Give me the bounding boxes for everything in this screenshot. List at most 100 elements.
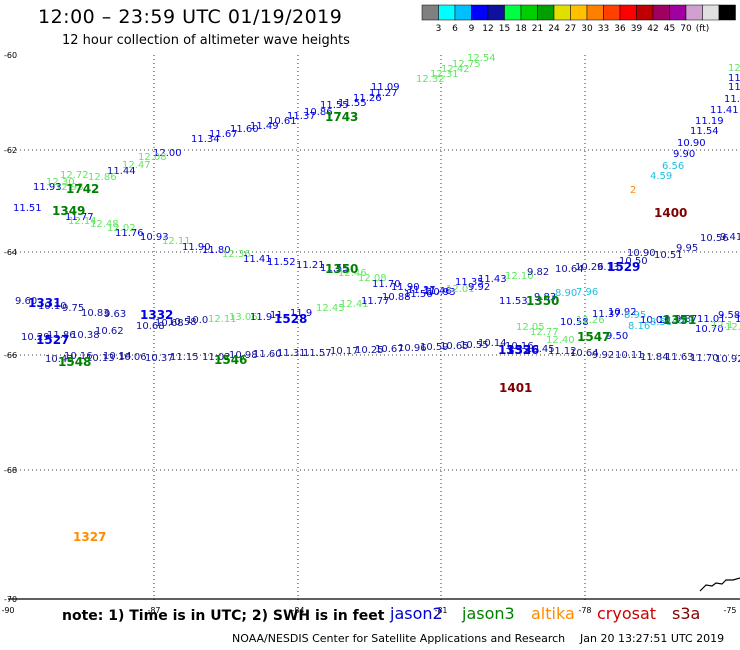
wave-height-label: 10.14 — [478, 338, 507, 349]
wave-height-label: 10.13 — [86, 353, 115, 364]
colorbar-swatch — [471, 4, 489, 21]
wave-height-label: 10.59 — [420, 342, 449, 353]
time-label: 1527 — [36, 333, 69, 347]
wave-height-label: 10.0 — [186, 315, 208, 326]
lat-label: -62 — [4, 146, 17, 155]
lon-label: -78 — [578, 606, 591, 615]
axis-labels: -60 -62 -64 -66 -68 -70 -90 -87 -84 -81 -78 -75 — [1, 51, 736, 615]
wave-height-label: 10.93 — [140, 232, 169, 243]
wave-height-label: 12.48 — [728, 63, 740, 74]
time-label: 1400 — [654, 206, 687, 220]
wave-height-label: 12.26 — [576, 315, 605, 326]
wave-height-label: 10.11 — [615, 350, 644, 361]
lat-label: -60 — [4, 51, 17, 60]
colorbar-swatch — [652, 4, 670, 21]
lon-label: -84 — [291, 606, 304, 615]
wave-height-label: 11.93 — [33, 182, 62, 193]
wave-height-label: 9.90 — [673, 149, 695, 160]
wave-height-label: 11.88 — [728, 73, 740, 84]
wave-height-label: 12.42 — [441, 64, 470, 75]
time-label: 1332 — [140, 308, 173, 322]
wave-height-label: 10.14 — [103, 351, 132, 362]
wave-height-label: 11.90 — [391, 282, 420, 293]
wave-height-label: 11.84 — [640, 352, 669, 363]
wave-height-label: 12.45 — [316, 303, 345, 314]
wave-height-label: 11.60 — [253, 349, 282, 360]
colorbar-swatch — [603, 4, 621, 21]
wave-height-label: 12.1 — [711, 320, 733, 331]
wave-height-label: 10.92 — [715, 354, 740, 365]
wave-height-label: 11.41 — [710, 105, 739, 116]
wave-height-label: 9.63 — [104, 309, 126, 320]
wave-height-label: 12.46 — [338, 268, 367, 279]
wave-height-label: 10.90 — [677, 138, 706, 149]
wave-height-label: 12.40 — [546, 335, 575, 346]
wave-height-label: 10.68 — [155, 318, 184, 329]
wave-height-label: 11.55 — [320, 263, 349, 274]
satellite-legend-jason2: jason2 — [390, 604, 443, 623]
wave-height-label: 10.98 — [229, 350, 258, 361]
wave-height-label: 11.55 — [320, 100, 349, 111]
wave-height-label: 10.55 — [460, 340, 489, 351]
wave-height-label: 11.37 — [407, 285, 436, 296]
time-label: 1350 — [325, 262, 358, 276]
wave-height-label: 10.68 — [136, 321, 165, 332]
satellite-legend-cryosat: cryosat — [597, 604, 657, 623]
wave-height-label: 11.56 — [404, 289, 433, 300]
wave-height-label: 10.16 — [505, 341, 534, 352]
wave-height-label: 10.61 — [268, 116, 297, 127]
wave-height-label: 10.56 — [700, 233, 729, 244]
wave-height-label: 9.83 — [534, 292, 556, 303]
wave-height-label: 12.08 — [138, 152, 167, 163]
wave-height-label: 10.67 — [375, 344, 404, 355]
colorbar-swatch — [718, 4, 736, 21]
wave-height-label: 10.58 — [168, 317, 197, 328]
lon-label: -75 — [723, 606, 736, 615]
time-label: 1529 — [607, 260, 640, 274]
colorbar-tick-label: 24 — [548, 24, 560, 34]
wave-height-label: 12.01 — [446, 284, 475, 295]
colorbar-swatch — [454, 4, 472, 21]
wave-height-label: 10.03 — [640, 315, 669, 326]
wave-height-label: 11.15 — [170, 352, 199, 363]
time-label: 1548 — [58, 355, 91, 369]
coastline — [699, 577, 740, 592]
time-label: 1333 — [498, 343, 531, 357]
colorbar-swatch — [438, 4, 456, 21]
wave-height-label: 10.29 — [21, 332, 50, 343]
time-label: 1401 — [499, 381, 532, 395]
satellite-legend-jason3: jason3 — [462, 604, 515, 623]
time-label: 1546 — [214, 353, 247, 367]
time-label: 1349 — [52, 204, 85, 218]
wave-height-label: 4.59 — [650, 171, 672, 182]
wave-height-label: 12.11 — [208, 314, 237, 325]
colorbar-tick-label: 12 — [482, 24, 493, 34]
time-labels: 1743 1742 1349 1350 1331 1332 1527 1528 1548 1546… — [28, 110, 696, 544]
wave-height-label: 11.80 — [202, 245, 231, 256]
wave-height-label: 12.02 — [107, 223, 136, 234]
wave-height-label: 11.35 — [455, 277, 484, 288]
lat-label: -70 — [4, 595, 17, 604]
time-label: 1327 — [73, 530, 106, 544]
colorbar-tick-label: 18 — [515, 24, 527, 34]
colorbar-swatch — [669, 4, 687, 21]
wave-height-label: 10.43 — [45, 354, 74, 365]
wave-height-label: 12.71 — [725, 322, 740, 333]
wave-height-label: 11.22 — [724, 94, 740, 105]
wave-height-label: 11.21 — [296, 260, 325, 271]
wave-height-label: 10.16 — [64, 351, 93, 362]
wave-height-label: 10.17 — [330, 346, 359, 357]
wave-height-label: 12.72 — [60, 170, 89, 181]
wave-height-label: 12.47 — [122, 160, 151, 171]
wave-height-label: 10.37 — [145, 353, 174, 364]
wave-height-label: 10.10 — [38, 301, 67, 312]
wave-height-label: 10.70 — [695, 324, 724, 335]
wave-height-label: 9.41 — [720, 232, 740, 243]
colorbar-tick-label: 30 — [581, 24, 593, 34]
wave-height-label: 10.62 — [95, 326, 124, 337]
time-label: 1350 — [526, 294, 559, 308]
colorbar-tick-label: (ft) — [696, 24, 710, 34]
wave-height-label: 11.09 — [371, 82, 400, 93]
wave-height-label: 11.55 — [338, 98, 367, 109]
colorbar-swatch — [636, 4, 654, 21]
